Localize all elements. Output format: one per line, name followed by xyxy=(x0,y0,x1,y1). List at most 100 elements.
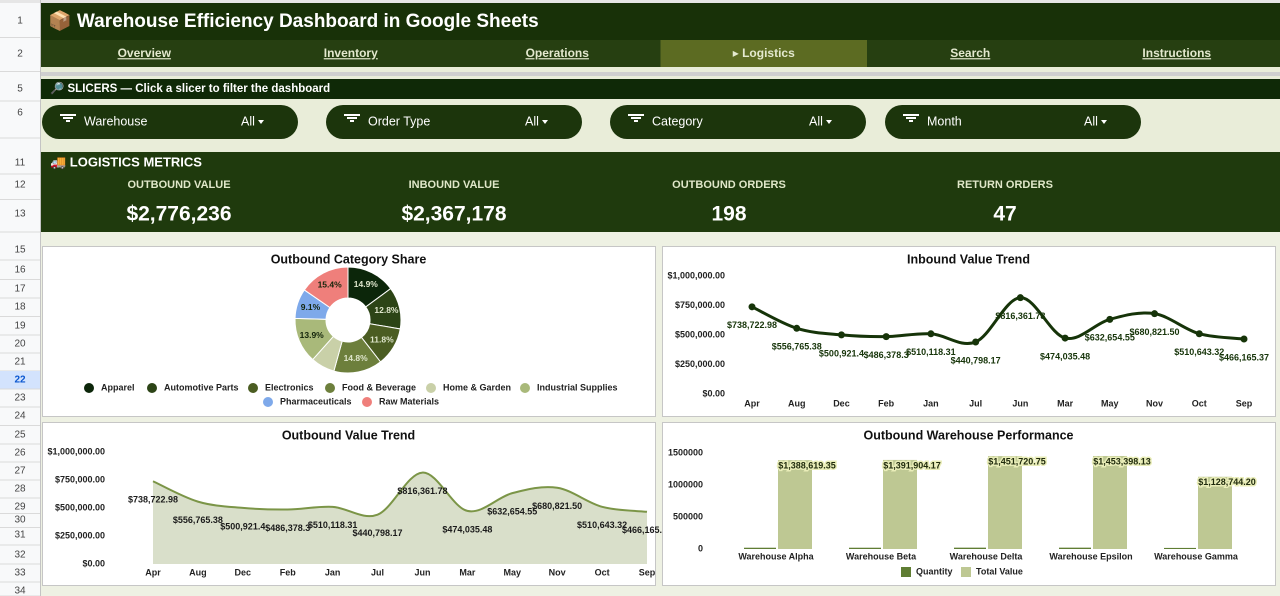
nav-tab[interactable]: Search xyxy=(950,46,990,60)
y-tick-label: $1,000,000.00 xyxy=(667,270,725,280)
row-number[interactable]: 27 xyxy=(14,466,26,477)
x-tick-label: Apr xyxy=(145,567,161,577)
frozen-divider xyxy=(0,72,1280,76)
y-tick-label: 1500000 xyxy=(668,447,703,457)
legend-swatch xyxy=(901,567,911,577)
chart-title: Inbound Value Trend xyxy=(907,252,1030,266)
dropdown-arrow xyxy=(258,120,264,124)
data-label: $510,118.31 xyxy=(308,520,358,530)
data-label: $632,654.55 xyxy=(487,507,537,517)
chart-panel xyxy=(662,246,1276,417)
row-number[interactable]: 33 xyxy=(14,568,26,579)
bar xyxy=(1093,455,1127,549)
row-number[interactable]: 5 xyxy=(17,84,23,95)
row-number[interactable]: 31 xyxy=(14,530,26,541)
data-label: $556,765.38 xyxy=(173,515,223,525)
row-number[interactable]: 19 xyxy=(14,321,26,332)
x-tick-label: Warehouse Epsilon xyxy=(1049,551,1132,561)
nav-tab[interactable]: ▸ Logistics xyxy=(733,46,795,60)
column-header xyxy=(0,0,1280,3)
title-bar xyxy=(41,3,1280,40)
legend-swatch xyxy=(84,383,94,393)
row-number[interactable]: 11 xyxy=(15,158,26,169)
row-number[interactable]: 22 xyxy=(14,375,26,386)
row-number[interactable]: 2 xyxy=(17,49,23,60)
data-label: $1,391,904.17 xyxy=(883,460,941,470)
row-number[interactable]: 24 xyxy=(14,411,26,422)
point xyxy=(1106,315,1114,323)
row-number[interactable]: 28 xyxy=(14,484,26,495)
slicer-label: Category xyxy=(652,114,703,128)
data-label: $816,361.78 xyxy=(397,486,447,496)
point xyxy=(1016,294,1024,302)
filter-icon xyxy=(344,114,360,116)
data-label: $680,821.50 xyxy=(1130,327,1180,337)
bar xyxy=(1198,476,1232,549)
slicer[interactable] xyxy=(42,105,298,139)
row-number[interactable]: 34 xyxy=(14,586,26,596)
row-number[interactable]: 6 xyxy=(17,108,23,119)
x-tick-label: Mar xyxy=(1057,398,1074,408)
x-tick-label: Warehouse Delta xyxy=(950,551,1024,561)
dropdown-arrow xyxy=(826,120,832,124)
legend-label: Electronics xyxy=(265,382,314,392)
slicer-label: Month xyxy=(927,114,962,128)
slicer[interactable] xyxy=(326,105,582,139)
data-label: $510,118.31 xyxy=(906,347,956,357)
nav-tab[interactable]: Inventory xyxy=(324,46,378,60)
legend-swatch xyxy=(147,383,157,393)
area xyxy=(153,472,647,564)
slicer-label: Warehouse xyxy=(84,114,148,128)
x-tick-label: Warehouse Gamma xyxy=(1154,551,1239,561)
data-label: $474,035.48 xyxy=(1040,351,1090,361)
data-label: $510,643.32 xyxy=(577,520,627,530)
row-number[interactable]: 12 xyxy=(14,180,26,191)
point xyxy=(1195,330,1203,338)
slicer[interactable] xyxy=(610,105,866,139)
row-number[interactable]: 13 xyxy=(14,209,26,220)
row-number[interactable]: 17 xyxy=(14,284,26,295)
nav-tab[interactable]: Instructions xyxy=(1142,46,1211,60)
x-tick-label: Aug xyxy=(189,567,207,577)
data-label: $1,453,398.13 xyxy=(1093,456,1151,466)
row-number[interactable]: 16 xyxy=(14,265,26,276)
metric-label: OUTBOUND ORDERS xyxy=(672,179,786,191)
filter-icon xyxy=(60,114,76,116)
x-tick-label: Aug xyxy=(788,398,806,408)
chart-title: Outbound Value Trend xyxy=(282,428,415,442)
row-number[interactable]: 18 xyxy=(14,302,26,313)
row-number[interactable]: 21 xyxy=(14,357,26,368)
row-number[interactable]: 32 xyxy=(14,550,26,561)
slicer-value: All xyxy=(525,114,539,128)
y-tick-label: $750,000.00 xyxy=(675,300,725,310)
row-number[interactable]: 30 xyxy=(14,515,26,526)
row-header-bg xyxy=(0,3,40,596)
legend-label: Automotive Parts xyxy=(164,382,239,392)
x-tick-label: Oct xyxy=(1192,398,1207,408)
legend-label: Quantity xyxy=(916,566,953,576)
x-tick-label: Feb xyxy=(878,398,895,408)
row-number[interactable]: 20 xyxy=(14,339,26,350)
row-number[interactable]: 29 xyxy=(14,502,26,513)
row-number[interactable]: 26 xyxy=(14,448,26,459)
legend-label: Food & Beverage xyxy=(342,382,416,392)
chart-title: Outbound Category Share xyxy=(271,252,427,266)
nav-tab[interactable]: Overview xyxy=(118,46,172,60)
x-tick-label: Dec xyxy=(833,398,850,408)
row-number[interactable]: 15 xyxy=(14,245,26,256)
slicer[interactable] xyxy=(885,105,1141,139)
legend-label: Raw Materials xyxy=(379,396,439,406)
slice-label: 12.8% xyxy=(374,305,399,315)
row-number[interactable]: 25 xyxy=(14,430,26,441)
row-number[interactable]: 23 xyxy=(14,393,26,404)
slicer-banner xyxy=(41,79,1280,99)
filter-icon xyxy=(909,120,913,122)
row-number[interactable]: 1 xyxy=(17,16,23,27)
data-label: $440,798.17 xyxy=(951,355,1001,365)
nav-tab[interactable]: Operations xyxy=(526,46,590,60)
pie-slice xyxy=(303,266,349,309)
x-tick-label: Oct xyxy=(595,567,610,577)
y-tick-label: $750,000.00 xyxy=(55,474,105,484)
data-label: $510,643.32 xyxy=(1174,347,1224,357)
